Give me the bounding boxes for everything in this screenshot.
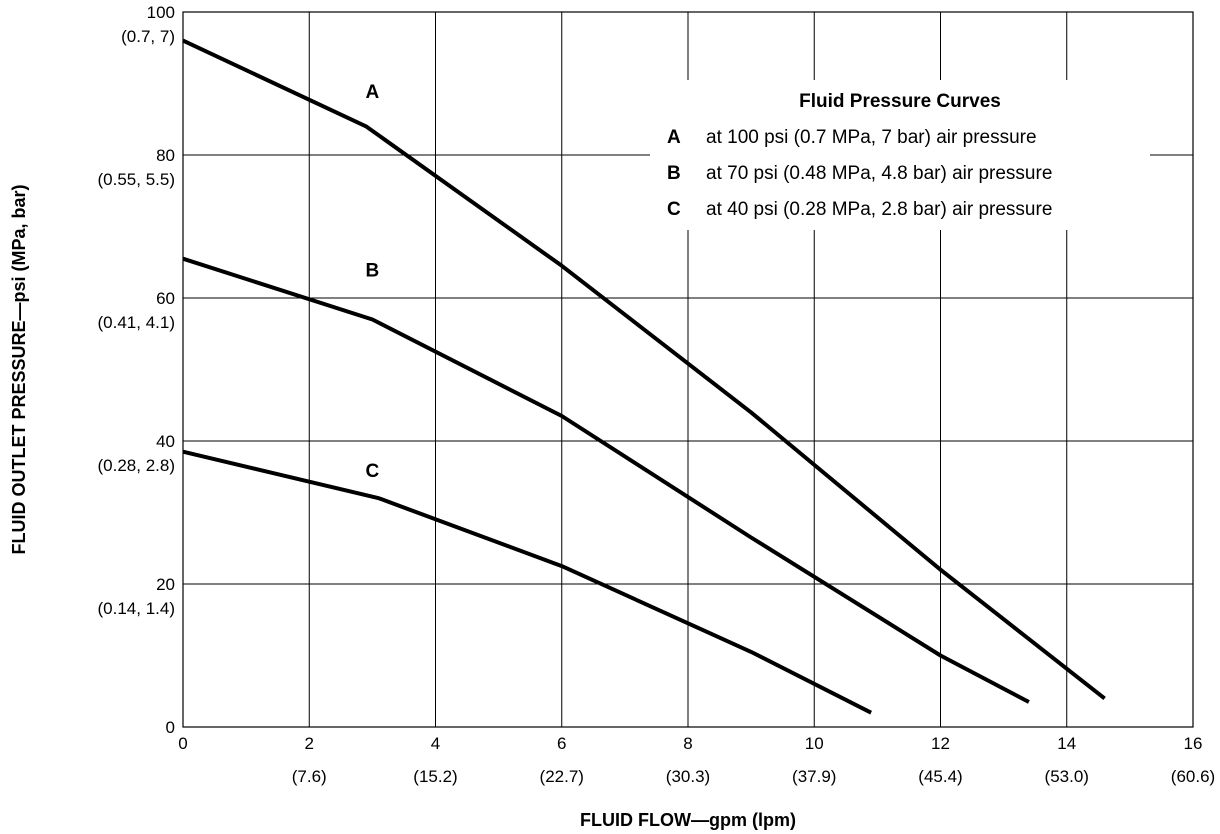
curve-label-c: C [366, 461, 380, 482]
curve-label-b: B [366, 261, 380, 282]
x-tick-sublabel: (60.6) [1171, 767, 1215, 786]
x-axis-title: FLUID FLOW—gpm (lpm) [580, 810, 796, 830]
x-tick-sublabel: (22.7) [540, 767, 584, 786]
curve-labels: A B C [366, 82, 380, 482]
series-line-c [182, 449, 873, 715]
legend-background [650, 80, 1150, 230]
x-tick-label: 12 [931, 734, 950, 753]
x-tick-label: 14 [1057, 734, 1076, 753]
y-tick-label: 0 [166, 718, 175, 737]
y-tick-label: 20 [156, 575, 175, 594]
y-tick-sublabel: (0.7, 7) [121, 27, 175, 46]
series-line-b [182, 256, 1030, 704]
legend-entry-text: at 40 psi (0.28 MPa, 2.8 bar) air pressu… [706, 199, 1052, 220]
x-tick-label: 4 [431, 734, 440, 753]
curve-label-a: A [366, 82, 380, 103]
series-line-a [182, 38, 1106, 700]
x-tick-label: 10 [805, 734, 824, 753]
x-tick-sublabel: (37.9) [792, 767, 836, 786]
x-tick-label: 8 [683, 734, 692, 753]
y-tick-label: 80 [156, 146, 175, 165]
x-tick-sublabel: (7.6) [292, 767, 327, 786]
y-axis-title: FLUID OUTLET PRESSURE—psi (MPa, bar) [9, 184, 29, 554]
y-tick-label: 100 [147, 3, 175, 22]
x-tick-sublabel: (53.0) [1045, 767, 1089, 786]
legend-key-a: A [667, 127, 681, 148]
y-tick-label: 60 [156, 289, 175, 308]
y-tick-sublabel: (0.55, 5.5) [98, 170, 176, 189]
x-tick-label: 6 [557, 734, 566, 753]
y-tick-sublabel: (0.14, 1.4) [98, 599, 176, 618]
series-lines [182, 38, 1106, 715]
x-axis-ticks: 0 2 (7.6) 4 (15.2) 6 (22.7) 8 (30.3) 10 (37.9) 12 (4… [178, 734, 1215, 786]
x-tick-sublabel: (15.2) [413, 767, 457, 786]
y-tick-sublabel: (0.41, 4.1) [98, 313, 176, 332]
legend-title: Fluid Pressure Curves [799, 91, 1001, 112]
plot-area-frame [182, 11, 1194, 728]
legend-entry-text: at 70 psi (0.48 MPa, 4.8 bar) air pressu… [706, 163, 1052, 184]
legend-entry-text: at 100 psi (0.7 MPa, 7 bar) air pressure [706, 127, 1037, 148]
legend-key-b: B [667, 163, 681, 184]
y-tick-sublabel: (0.28, 2.8) [98, 456, 176, 475]
x-tick-sublabel: (45.4) [918, 767, 962, 786]
x-tick-sublabel: (30.3) [666, 767, 710, 786]
y-axis-ticks: 0 20 (0.14, 1.4) 40 (0.28, 2.8) 60 (0.41, 4.1)… [98, 3, 176, 737]
y-tick-label: 40 [156, 432, 175, 451]
x-tick-label: 2 [305, 734, 314, 753]
x-tick-label: 0 [178, 734, 187, 753]
legend-key-c: C [667, 199, 681, 220]
x-tick-label: 16 [1184, 734, 1203, 753]
